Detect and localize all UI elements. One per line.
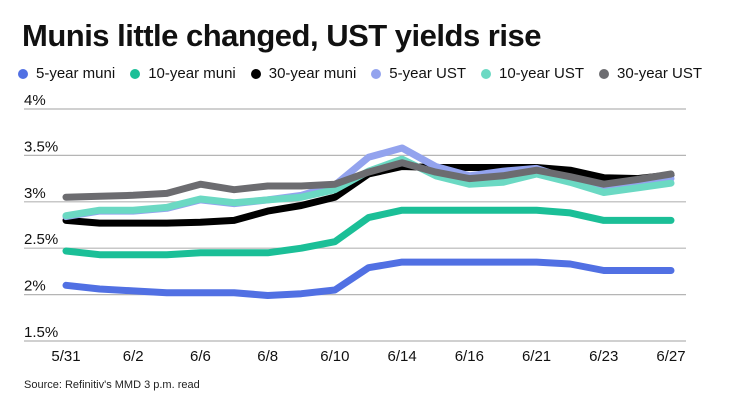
x-axis-labels: 5/31 6/2 6/6 6/8 6/10 6/14 6/16 6/21 6/23 6/27 xyxy=(51,348,685,365)
chart-legend: 5-year muni 10-year muni 30-year muni 5-yea… xyxy=(18,65,717,82)
legend-label: 5-year UST xyxy=(389,65,466,82)
legend-dot-icon xyxy=(599,68,610,79)
chart-title: Munis little changed, UST yields rise xyxy=(22,18,541,53)
legend-item: 10-year muni xyxy=(130,65,236,82)
y-tick-label: 2% xyxy=(24,278,46,295)
legend-item: 30-year muni xyxy=(250,65,357,82)
y-tick-label: 2.5% xyxy=(24,231,58,248)
legend-item: 30-year UST xyxy=(599,65,702,82)
legend-dot-icon xyxy=(371,68,382,79)
y-axis-labels: 1.5% 2% 2.5% 3% 3.5% 4% xyxy=(24,92,58,341)
x-tick-label: 6/21 xyxy=(522,348,551,365)
legend-label: 10-year UST xyxy=(498,65,585,82)
legend-dot-icon xyxy=(130,68,141,79)
series-line-10-year-muni xyxy=(62,206,675,259)
x-tick-label: 6/16 xyxy=(455,348,484,365)
legend-dot-icon xyxy=(18,68,28,79)
x-tick-label: 6/10 xyxy=(320,348,349,365)
gridlines xyxy=(24,108,686,342)
x-tick-label: 6/6 xyxy=(190,348,211,365)
x-tick-label: 6/14 xyxy=(388,348,417,365)
y-tick-label: 3.5% xyxy=(24,138,58,155)
source-note: Source: Refinitiv's MMD 3 p.m. read xyxy=(24,379,200,391)
legend-label: 10-year muni xyxy=(148,65,236,82)
legend-label: 30-year UST xyxy=(617,65,703,82)
legend-dot-icon xyxy=(480,68,491,79)
series-line-10-year-ust xyxy=(62,155,675,220)
legend-item: 10-year UST xyxy=(480,65,585,82)
series-line-30-year-ust xyxy=(62,159,675,201)
x-tick-label: 6/8 xyxy=(257,348,278,365)
legend-label: 5-year muni xyxy=(36,65,116,82)
x-tick-label: 6/27 xyxy=(656,348,685,365)
y-tick-label: 4% xyxy=(24,92,46,109)
y-tick-label: 1.5% xyxy=(24,324,58,341)
legend-item: 5-year UST xyxy=(371,65,466,82)
y-tick-label: 3% xyxy=(24,185,46,202)
legend-dot-icon xyxy=(250,68,261,79)
x-tick-label: 6/23 xyxy=(589,348,618,365)
x-tick-label: 5/31 xyxy=(51,348,80,365)
x-tick-label: 6/2 xyxy=(123,348,144,365)
series-lines xyxy=(62,144,675,299)
legend-item: 5-year muni xyxy=(18,65,115,82)
legend-label: 30-year muni xyxy=(268,65,357,82)
series-line-5-year-muni xyxy=(62,258,675,299)
